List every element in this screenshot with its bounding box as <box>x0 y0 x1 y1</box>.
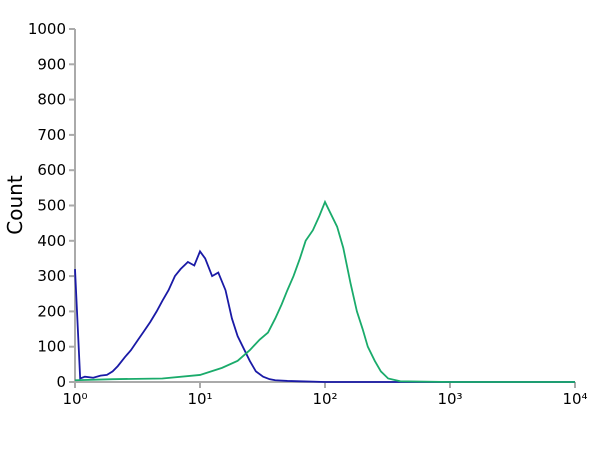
y-axis-label: Count <box>3 175 27 235</box>
y-tick-label: 400 <box>37 232 66 250</box>
y-tick-label: 700 <box>37 126 66 144</box>
x-tick-label: 10³ <box>437 390 462 408</box>
histogram-line <box>74 249 575 383</box>
x-tick-label: 10² <box>312 390 337 408</box>
y-tick-label: 600 <box>37 161 66 179</box>
y-tick-label: 500 <box>37 197 66 215</box>
y-tick-label: 100 <box>37 338 66 356</box>
histogram-line <box>74 199 575 383</box>
x-tick-label: 10⁰ <box>62 390 87 408</box>
x-tick-label: 10⁴ <box>562 390 587 408</box>
y-tick-label: 300 <box>37 267 66 285</box>
y-tick-label: 800 <box>37 91 66 109</box>
y-tick-label: 900 <box>37 55 66 73</box>
y-tick-label: 1000 <box>28 20 66 38</box>
y-tick-label: 200 <box>37 302 66 320</box>
x-tick-label: 10¹ <box>187 390 212 408</box>
y-tick-label: 0 <box>56 373 66 391</box>
